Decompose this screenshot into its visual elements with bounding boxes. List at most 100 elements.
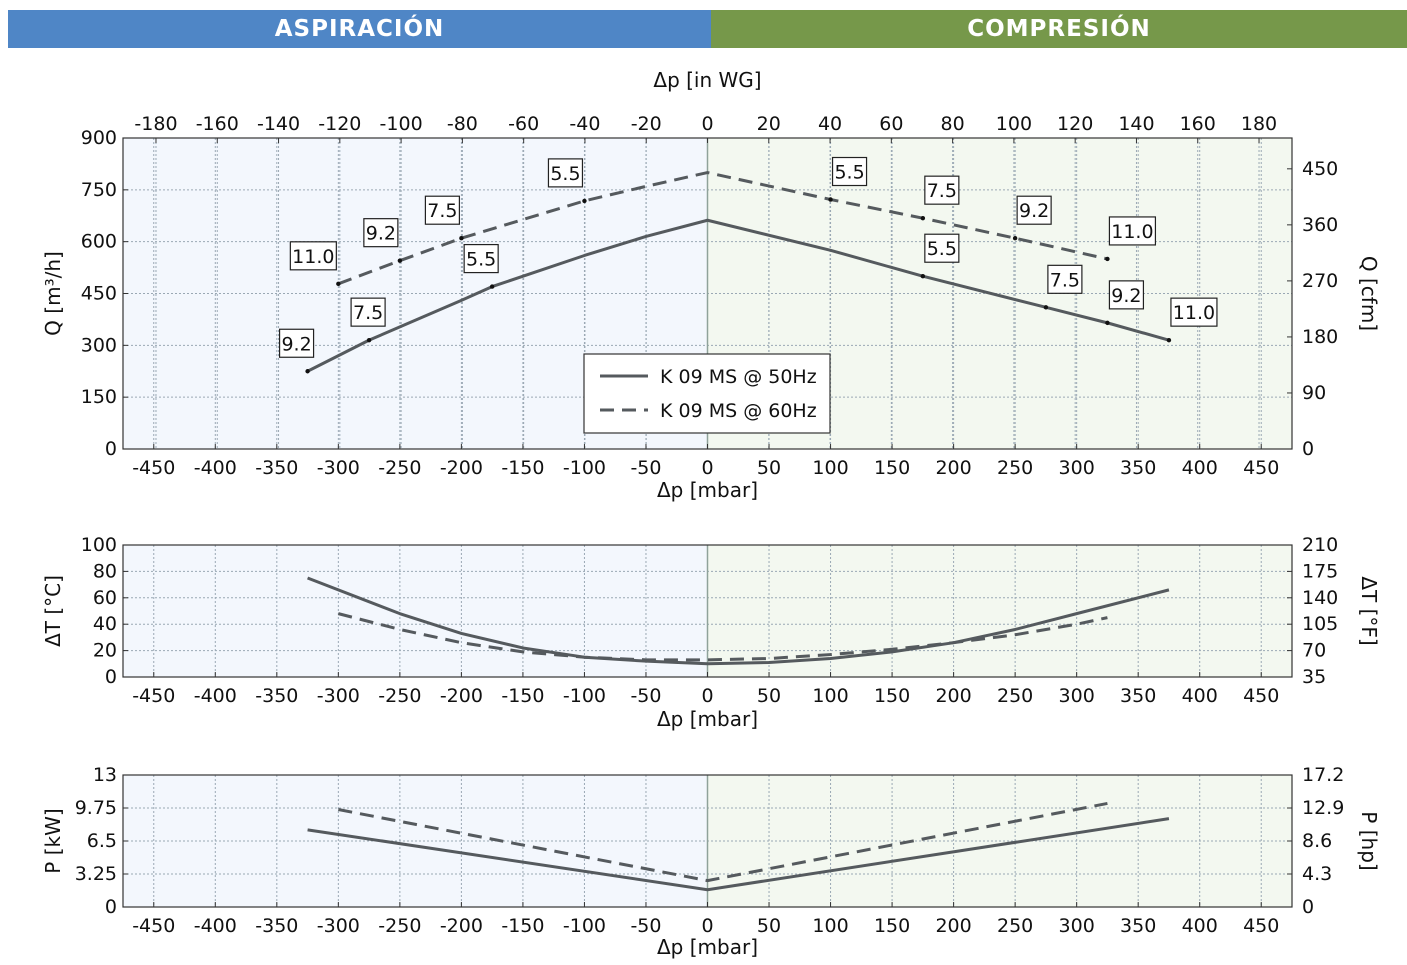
x-tick-label: 450 <box>1243 915 1279 937</box>
x-tick-label: -350 <box>255 915 298 937</box>
legend-label-50hz: K 09 MS @ 50Hz <box>660 366 817 388</box>
x-tick-label: 0 <box>701 915 713 937</box>
series-line-50hz <box>307 817 1170 892</box>
data-point <box>336 281 341 287</box>
y2-tick-label: 70 <box>1302 640 1326 662</box>
y-tick-label: 300 <box>81 334 117 356</box>
x-tick-label: 150 <box>874 685 910 707</box>
x-tick-label: -450 <box>132 915 175 937</box>
x-axis: -450 -400 -350 -300 -250 -200 -150 -100 -50 0 50 10… <box>132 672 1279 707</box>
x-tick-label: 250 <box>997 685 1033 707</box>
x-tick-label: 300 <box>1059 915 1095 937</box>
data-label-box <box>1108 280 1145 310</box>
x-tick-label: -350 <box>255 685 298 707</box>
y-axis-title: ΔT [°C] <box>41 575 65 647</box>
legend-box <box>583 353 831 434</box>
x-tick-label: 100 <box>812 915 848 937</box>
y2-axis-title: ΔT [°F] <box>1357 576 1381 645</box>
x-tick-label: -250 <box>378 457 421 479</box>
x-tick-label: 350 <box>1120 685 1156 707</box>
x2-tick-label: -20 <box>631 113 662 135</box>
x-axis: -450 -400 -350 -300 -250 -200 -150 -100 -50 0 50 10… <box>132 902 1279 937</box>
data-label: 11.0 <box>1173 302 1215 324</box>
x2-tick-label: -180 <box>134 113 177 135</box>
x-tick-label: -450 <box>132 685 175 707</box>
x-tick-label: 300 <box>1059 685 1095 707</box>
y-axis-title: P [kW] <box>41 808 65 873</box>
y-tick-label: 600 <box>81 231 117 253</box>
x-tick-label: 400 <box>1182 685 1218 707</box>
data-label: 7.5 <box>1050 269 1080 291</box>
x-tick-label: 450 <box>1243 685 1279 707</box>
x2-tick-label: 80 <box>941 113 965 135</box>
data-point <box>305 369 310 374</box>
y-tick-label: 0 <box>105 438 117 460</box>
data-label-box <box>463 243 499 274</box>
data-point <box>582 198 587 204</box>
x-tick-label: -250 <box>378 915 421 937</box>
data-label: 9.2 <box>1111 285 1141 307</box>
y2-tick-label: 140 <box>1302 587 1338 609</box>
data-label: 7.5 <box>353 302 383 324</box>
x2-tick-label: -160 <box>196 113 239 135</box>
y2-tick-label: 105 <box>1302 613 1338 635</box>
x-tick-label: 200 <box>935 457 971 479</box>
data-label-box <box>1016 195 1052 225</box>
y-tick-label: 750 <box>81 179 117 201</box>
x2-tick-label: -140 <box>257 113 300 135</box>
y-tick-label: 9.75 <box>75 797 117 819</box>
x2-tick-label: 120 <box>1057 113 1093 135</box>
x-tick-label: 400 <box>1182 915 1218 937</box>
y-axis-title: Q [m³/h] <box>41 251 65 336</box>
y2-tick-label: 175 <box>1302 560 1338 582</box>
x-tick-label: 50 <box>757 457 781 479</box>
series-line-60hz <box>337 612 1108 662</box>
compression-region <box>707 545 1292 677</box>
series-line-60hz <box>337 171 1108 286</box>
y-tick-label: 450 <box>81 283 117 305</box>
point-labels: 9.2 7.5 5.5 5.5 7.5 9.2 11.0 11.0 9.2 7.5 5.5 5.5 7.… <box>278 156 1218 374</box>
x-tick-label: -100 <box>563 915 606 937</box>
series-line-60hz <box>338 801 1108 883</box>
x2-tick-label: 60 <box>879 113 903 135</box>
y2-tick-label: 0 <box>1302 438 1314 460</box>
series-line-50hz <box>307 576 1170 666</box>
x-tick-label: 400 <box>1182 457 1218 479</box>
y2-tick-label: 17.2 <box>1302 764 1344 786</box>
x-tick-label: -50 <box>630 915 661 937</box>
x-tick-label: -300 <box>317 685 360 707</box>
data-label: 7.5 <box>927 180 957 202</box>
data-point <box>1105 320 1110 326</box>
x-tick-label: 50 <box>757 685 781 707</box>
x-tick-label: -350 <box>255 457 298 479</box>
y-tick-label: 3.25 <box>75 863 117 885</box>
x-tick-label: 300 <box>1059 457 1095 479</box>
y2-tick-label: 450 <box>1302 158 1338 180</box>
x2-tick-label: 140 <box>1118 113 1154 135</box>
y2-axis: 35 70 105 140 175 210 <box>1287 534 1338 688</box>
data-point <box>1043 305 1049 310</box>
y-tick-label: 13 <box>93 764 117 786</box>
y-tick-label: 6.5 <box>87 830 117 852</box>
y2-tick-label: 180 <box>1302 326 1338 348</box>
legend-label-60hz: K 09 MS @ 60Hz <box>660 400 817 422</box>
data-label: 9.2 <box>366 223 396 245</box>
data-label-box <box>278 328 315 358</box>
data-label-box <box>1170 297 1218 327</box>
y-tick-label: 20 <box>93 640 117 662</box>
y-tick-label: 0 <box>105 666 117 688</box>
x-tick-label: -200 <box>440 685 483 707</box>
data-point <box>489 284 495 289</box>
x-tick-label: -300 <box>317 457 360 479</box>
data-label: 5.5 <box>927 238 957 260</box>
y2-axis-title: Q [cfm] <box>1357 256 1381 331</box>
data-label: 7.5 <box>427 200 457 222</box>
y-tick-label: 100 <box>81 534 117 556</box>
data-point <box>1166 337 1172 343</box>
suction-region <box>123 545 708 677</box>
chart-panel-3: -450 -400 -350 -300 -250 -200 -150 -100 -50 0 50 10… <box>41 764 1381 959</box>
x-axis: -450 -400 -350 -300 -250 -200 -150 -100 -50 0 50 10… <box>132 444 1279 479</box>
x-tick-label: 350 <box>1120 915 1156 937</box>
y2-tick-label: 90 <box>1302 382 1326 404</box>
